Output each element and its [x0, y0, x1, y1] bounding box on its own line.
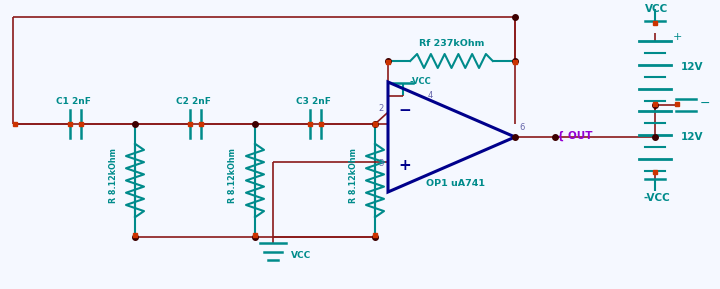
Text: +: +: [673, 32, 683, 42]
Text: OP1 uA741: OP1 uA741: [426, 179, 485, 188]
Text: -VCC: -VCC: [410, 77, 432, 86]
Text: 12V: 12V: [681, 132, 703, 142]
Text: C1 2nF: C1 2nF: [55, 97, 91, 106]
Text: −: −: [700, 97, 711, 110]
Text: 2: 2: [379, 104, 384, 113]
Text: R 8.12kOhm: R 8.12kOhm: [109, 148, 117, 203]
Text: -VCC: -VCC: [644, 193, 670, 203]
Text: VCC: VCC: [645, 4, 669, 14]
Text: 6: 6: [519, 123, 524, 132]
Text: 12V: 12V: [681, 62, 703, 72]
Text: C3 2nF: C3 2nF: [296, 97, 330, 106]
Text: −: −: [398, 103, 410, 118]
Text: C2 2nF: C2 2nF: [176, 97, 210, 106]
Text: R 8.12kOhm: R 8.12kOhm: [228, 148, 238, 203]
Text: 3: 3: [379, 159, 384, 168]
Text: VCC: VCC: [291, 251, 311, 260]
Text: +: +: [398, 158, 410, 173]
Text: R 8.12kOhm: R 8.12kOhm: [348, 148, 358, 203]
Text: { OUT: { OUT: [557, 131, 593, 141]
Text: Rf 237kOhm: Rf 237kOhm: [419, 39, 484, 48]
Text: 4: 4: [428, 91, 433, 100]
